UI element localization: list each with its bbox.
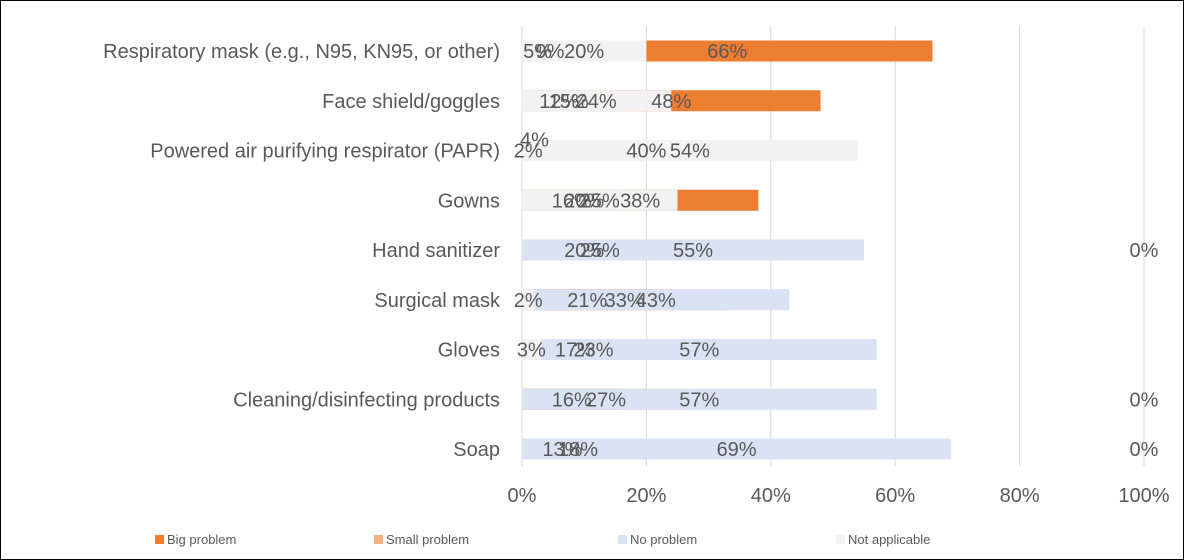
legend-swatch-no-problem <box>618 535 627 544</box>
data-label-not-applicable-face-shield-goggles: 24% <box>577 91 617 113</box>
data-label-big-problem-cleaning-disinfecting-products: 16% <box>552 389 592 411</box>
data-label-no-problem-soap: 69% <box>717 439 757 461</box>
data-label-no-problem-face-shield-goggles: 15% <box>549 91 589 113</box>
data-label-not-applicable-powered-air-purifying-respirator-papr: 54% <box>670 141 710 163</box>
legend-label-no-problem: No problem <box>630 532 697 547</box>
data-label-no-problem-surgical-mask: 43% <box>636 290 676 312</box>
category-label-surgical-mask: Surgical mask <box>374 290 501 312</box>
data-label-no-problem-gowns: 16% <box>552 190 592 212</box>
data-label-big-problem-hand-sanitizer: 25% <box>580 240 620 262</box>
bar-no-problem-hand-sanitizer <box>522 239 865 261</box>
x-tick-label-100: 100% <box>1118 485 1169 507</box>
data-label-small-problem-soap: 18% <box>558 439 598 461</box>
category-label-soap: Soap <box>453 439 500 461</box>
legend-label-small-problem: Small problem <box>386 532 469 547</box>
data-label-not-applicable-gloves: 3% <box>517 340 546 362</box>
data-label-not-applicable-gowns: 25% <box>580 190 620 212</box>
bar-not-applicable-respiratory-mask-e-g-n95-kn95-or-other <box>522 40 647 62</box>
category-label-gowns: Gowns <box>438 190 500 212</box>
data-label-no-problem-gloves: 57% <box>679 340 719 362</box>
bar-no-problem-cleaning-disinfecting-products <box>522 388 877 410</box>
bar-not-applicable-surgical-mask <box>522 289 535 311</box>
data-label-big-problem-gloves: 17% <box>555 340 595 362</box>
legend-label-big-problem: Big problem <box>167 532 236 547</box>
data-label-big-problem-surgical-mask: 21% <box>567 290 607 312</box>
legend-label-not-applicable: Not applicable <box>848 532 930 547</box>
x-tick-label-0: 0% <box>508 485 537 507</box>
bar-no-problem-surgical-mask <box>522 289 790 311</box>
data-label-small-problem-gloves: 23% <box>574 340 614 362</box>
category-label-gloves: Gloves <box>438 340 500 362</box>
data-label-not-applicable-respiratory-mask-e-g-n95-kn95-or-other: 20% <box>564 41 604 63</box>
legend: Big problem Small problem No problem Not ap… <box>155 532 930 547</box>
data-label-small-problem-hand-sanitizer: 20% <box>564 240 604 262</box>
category-label-respiratory-mask-e-g-n95-kn95-or-other: Respiratory mask (e.g., N95, KN95, or ot… <box>103 41 500 63</box>
data-label-no-problem-cleaning-disinfecting-products: 57% <box>679 389 719 411</box>
bar-not-applicable-gowns <box>522 189 678 211</box>
x-tick-label-20: 20% <box>626 485 666 507</box>
category-label-cleaning-disinfecting-products: Cleaning/disinfecting products <box>233 389 500 411</box>
x-tick-label-80: 80% <box>1000 485 1040 507</box>
data-label-no-problem-powered-air-purifying-respirator-papr: 4% <box>520 130 549 152</box>
bars <box>522 40 952 460</box>
legend-swatch-big-problem <box>155 535 164 544</box>
legend-swatch-small-problem <box>374 535 383 544</box>
data-labels: 66%5%9% 20%48%12%15%24%40%2%4% 54%38%20%16… <box>514 41 1159 461</box>
data-label-no-problem-hand-sanitizer: 55% <box>673 240 713 262</box>
data-label-not-applicable-hand-sanitizer: 0% <box>1130 240 1159 262</box>
data-label-big-problem-soap: 13% <box>542 439 582 461</box>
bar-no-problem-gloves <box>522 339 877 360</box>
bar-no-problem-soap <box>522 438 952 460</box>
data-label-small-problem-powered-air-purifying-respirator-papr: 2% <box>514 141 543 163</box>
bar-not-applicable-powered-air-purifying-respirator-papr <box>522 140 858 161</box>
data-label-small-problem-face-shield-goggles: 12% <box>539 91 579 113</box>
data-label-small-problem-cleaning-disinfecting-products: 27% <box>586 389 626 411</box>
data-label-small-problem-respiratory-mask-e-g-n95-kn95-or-other: 5% <box>523 41 552 63</box>
bar-not-applicable-face-shield-goggles <box>522 90 672 112</box>
legend-swatch-not-applicable <box>836 535 845 544</box>
x-axis-ticks: 0% 20% 40% 60% 80% 100% <box>508 485 1170 507</box>
bar-not-applicable-gloves <box>522 339 541 360</box>
data-label-not-applicable-surgical-mask: 2% <box>514 290 543 312</box>
data-label-small-problem-gowns: 20% <box>564 190 604 212</box>
data-label-small-problem-surgical-mask: 33% <box>605 290 645 312</box>
data-label-big-problem-respiratory-mask-e-g-n95-kn95-or-other: 66% <box>707 41 747 63</box>
category-label-face-shield-goggles: Face shield/goggles <box>322 91 500 113</box>
category-labels: Respiratory mask (e.g., N95, KN95, or ot… <box>103 41 501 461</box>
data-label-big-problem-face-shield-goggles: 48% <box>651 91 691 113</box>
data-label-not-applicable-cleaning-disinfecting-products: 0% <box>1130 389 1159 411</box>
category-label-powered-air-purifying-respirator-papr: Powered air purifying respirator (PAPR) <box>150 141 500 163</box>
data-label-not-applicable-soap: 0% <box>1130 439 1159 461</box>
x-tick-label-40: 40% <box>751 485 791 507</box>
x-tick-label-60: 60% <box>875 485 915 507</box>
data-label-big-problem-powered-air-purifying-respirator-papr: 40% <box>626 141 666 163</box>
data-label-big-problem-gowns: 38% <box>620 190 660 212</box>
category-label-hand-sanitizer: Hand sanitizer <box>372 240 500 262</box>
data-label-no-problem-respiratory-mask-e-g-n95-kn95-or-other: 9% <box>536 41 565 63</box>
